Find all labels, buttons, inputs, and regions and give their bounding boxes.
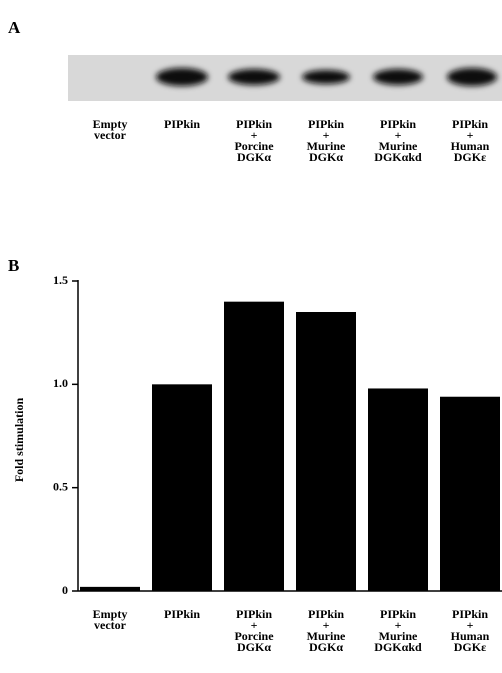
lane-label: PIPkin + Porcine DGKα — [216, 119, 292, 163]
x-tick-label: Empty vector — [72, 609, 148, 631]
panel-label: A — [8, 18, 20, 38]
y-tick-label: 0 — [62, 583, 68, 597]
x-tick-label: PIPkin + Murine DGKα — [288, 609, 364, 653]
lane-label: PIPkin + Murine DGKα — [288, 119, 364, 163]
bar — [152, 384, 212, 591]
figure: Fold stimulation 0 0.5 1.0 1.5 A B Empty ve… — [0, 0, 502, 673]
lane-label: PIPkin + Murine DGKαkd — [360, 119, 436, 163]
y-tick-label: 1.5 — [53, 273, 68, 287]
bar — [224, 302, 284, 591]
figure-graphics: Fold stimulation 0 0.5 1.0 1.5 — [0, 0, 502, 673]
x-tick-label: PIPkin + Human DGKε — [432, 609, 502, 653]
panel-label: B — [8, 256, 19, 276]
lane-label: PIPkin — [144, 119, 220, 130]
blot — [68, 55, 502, 101]
bar — [296, 312, 356, 591]
lane-label: PIPkin + Human DGKε — [432, 119, 502, 163]
x-tick-label: PIPkin — [144, 609, 220, 620]
x-tick-label: PIPkin + Murine DGKαkd — [360, 609, 436, 653]
bar — [440, 397, 500, 591]
lane-label: Empty vector — [72, 119, 148, 141]
y-tick-label: 0.5 — [53, 479, 68, 493]
y-axis-title: Fold stimulation — [12, 398, 26, 483]
y-tick-label: 1.0 — [53, 376, 68, 390]
bar — [368, 388, 428, 591]
x-tick-label: PIPkin + Porcine DGKα — [216, 609, 292, 653]
bar — [80, 587, 140, 591]
